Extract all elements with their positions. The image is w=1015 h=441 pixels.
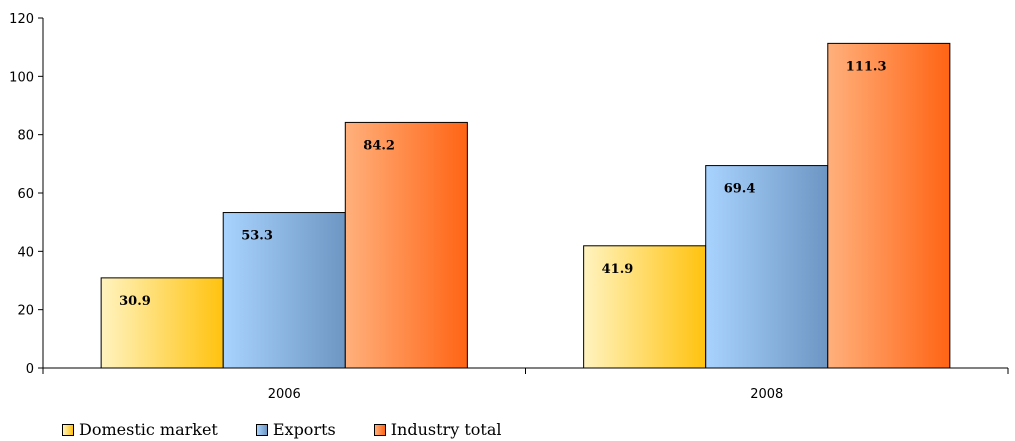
y-tick-label: 100 — [9, 70, 34, 85]
bar-domestic-market-2008 — [583, 245, 707, 369]
x-tick-label: 2008 — [750, 387, 783, 402]
bar-industry-total-2006 — [344, 121, 468, 369]
legend-swatch-exports — [255, 423, 268, 436]
y-tick-label: 120 — [9, 12, 34, 27]
y-tick-label: 80 — [17, 129, 34, 144]
y-tick-label: 20 — [17, 304, 34, 319]
legend-item-industry-total: Industry total — [373, 420, 502, 439]
y-tick-label: 40 — [17, 245, 34, 260]
legend-label-domestic-market: Domestic market — [79, 420, 218, 439]
legend-item-exports: Exports — [255, 420, 336, 439]
data-label: 69.4 — [724, 182, 756, 197]
y-tick-label: 0 — [26, 362, 34, 377]
data-label: 111.3 — [846, 59, 887, 74]
legend: Domestic market Exports Industry total — [62, 420, 539, 439]
bar-domestic-market-2006 — [100, 277, 224, 369]
bar-exports-2008 — [705, 165, 829, 369]
y-tick-label: 60 — [17, 187, 34, 202]
data-label: 41.9 — [602, 262, 634, 277]
x-tick-label: 2006 — [268, 387, 301, 402]
legend-label-exports: Exports — [272, 420, 336, 439]
data-label: 84.2 — [363, 138, 395, 153]
data-label: 30.9 — [119, 294, 151, 309]
data-label: 53.3 — [241, 229, 273, 244]
legend-label-industry-total: Industry total — [390, 420, 502, 439]
legend-item-domestic-market: Domestic market — [62, 420, 218, 439]
legend-swatch-industry-total — [373, 423, 386, 436]
bar-exports-2006 — [222, 212, 346, 369]
bar-industry-total-2008 — [827, 42, 951, 369]
bar-chart: 0 20 40 60 80 100 120 30.9 53.3 84.2 2006 41.9 69.4 1… — [9, 12, 1009, 402]
legend-swatch-domestic-market — [62, 423, 74, 436]
